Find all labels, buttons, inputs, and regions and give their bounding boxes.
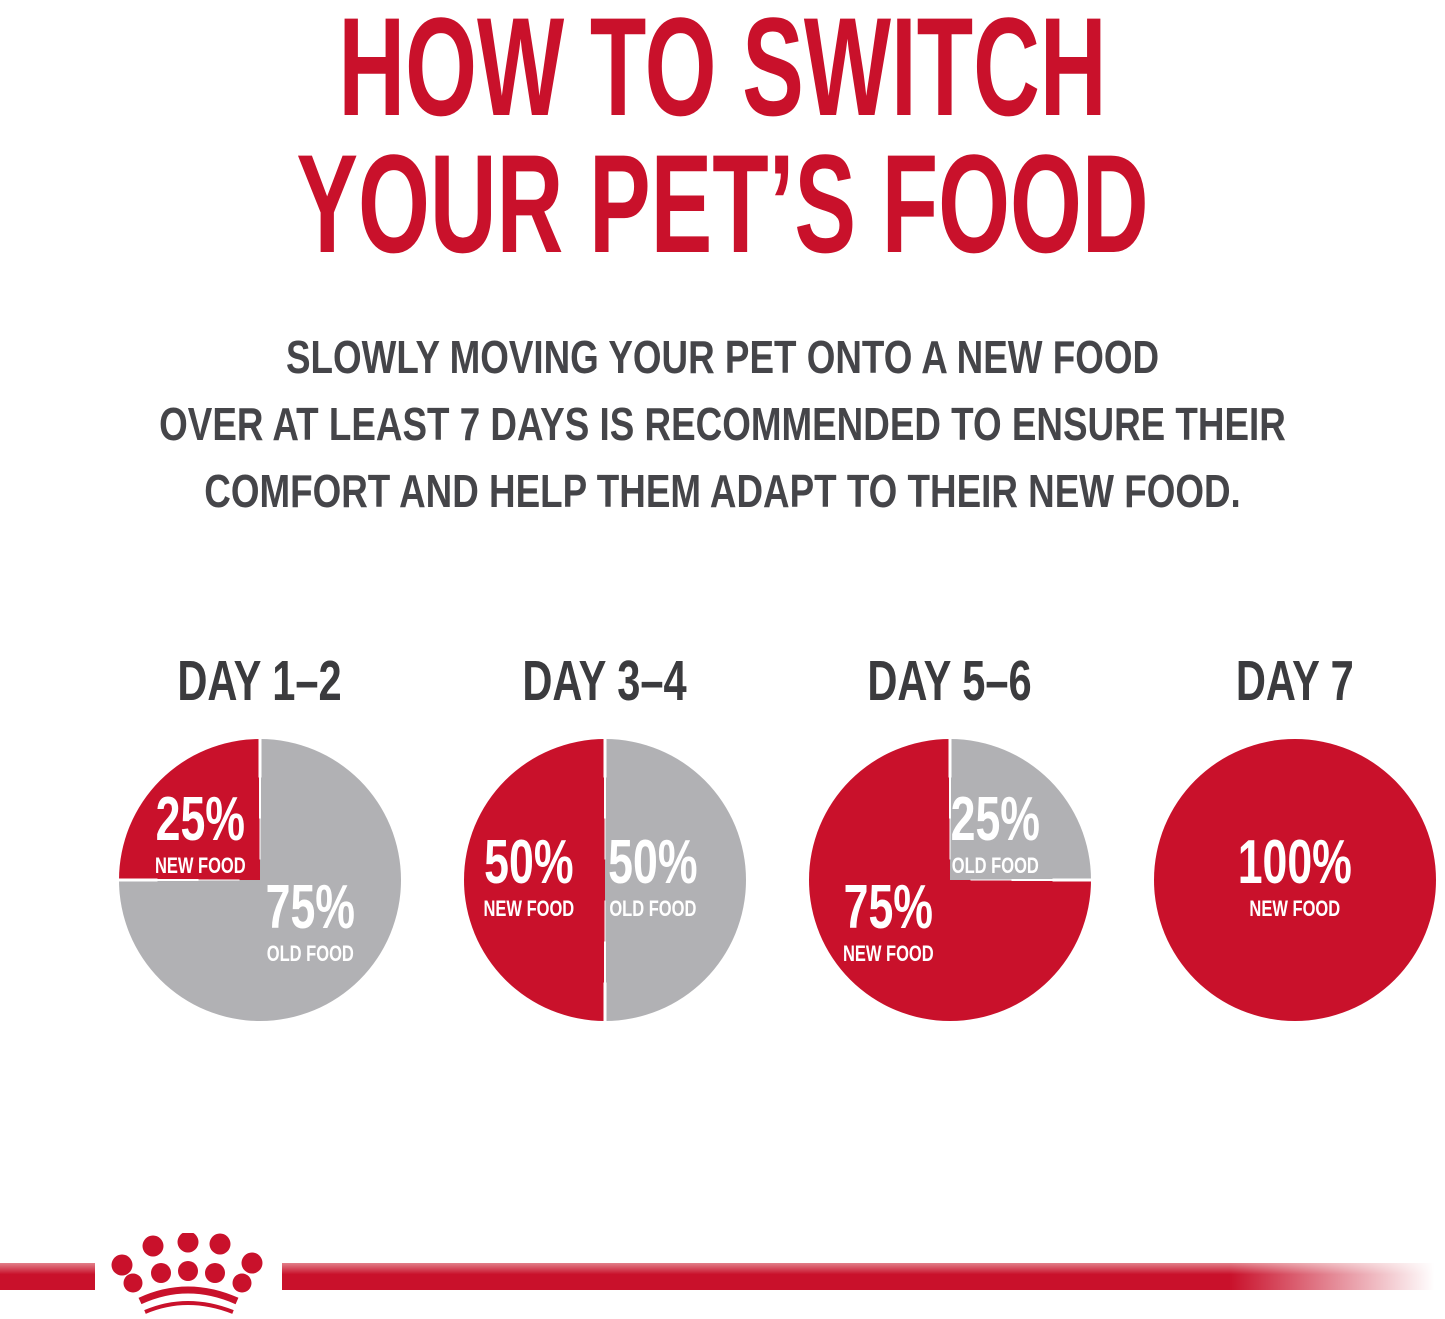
slice-label-new-food: 50% NEW FOOD <box>464 827 594 921</box>
slice-percent: 75% <box>266 872 356 942</box>
day-label-7: DAY 7 <box>1236 649 1354 713</box>
slice-label-old-food: 50% OLD FOOD <box>588 827 718 921</box>
page-title-line1: HOW TO SWITCH <box>338 0 1107 145</box>
subtitle-line1: SLOWLY MOVING YOUR PET ONTO A NEW FOOD <box>285 331 1160 383</box>
day-column-7: DAY 7 100% NEW FOOD <box>1150 650 1440 1021</box>
slice-percent: 75% <box>843 872 933 942</box>
page-title: HOW TO SWITCH YOUR PET’S FOOD <box>246 0 1200 283</box>
slice-percent: 25% <box>950 785 1040 855</box>
day-label-5-6: DAY 5–6 <box>867 649 1033 713</box>
pie-chart-day-7: 100% NEW FOOD <box>1154 738 1436 1021</box>
slice-name: NEW FOOD <box>483 895 575 921</box>
footer-divider-bar-fade <box>1230 1263 1445 1290</box>
day-label-1-2: DAY 1–2 <box>177 649 343 713</box>
page-title-line2: YOUR PET’S FOOD <box>296 125 1149 283</box>
day-label-3-4: DAY 3–4 <box>522 649 688 713</box>
slice-name: OLD FOOD <box>609 895 697 921</box>
slice-label-new-food: 25% NEW FOOD <box>127 789 274 878</box>
slice-label-old-food: 75% OLD FOOD <box>237 872 384 966</box>
slice-name: OLD FOOD <box>267 940 355 966</box>
slice-label-new-food: 100% NEW FOOD <box>1182 827 1408 921</box>
slice-name: NEW FOOD <box>1249 895 1341 921</box>
slice-percent: 100% <box>1237 827 1353 897</box>
day-column-1-2: DAY 1–2 25% NEW FOOD 75% OLD FOOD <box>115 650 405 1021</box>
page-subtitle: SLOWLY MOVING YOUR PET ONTO A NEW FOOD O… <box>145 324 1301 525</box>
subtitle-line2: OVER AT LEAST 7 DAYS IS RECOMMENDED TO E… <box>159 398 1286 451</box>
slice-name: NEW FOOD <box>842 940 934 966</box>
royal-canin-crown-icon <box>95 1233 282 1319</box>
pie-chart-day-5-6: 25% OLD FOOD 75% NEW FOOD <box>809 738 1091 1021</box>
pie-chart-day-1-2: 25% NEW FOOD 75% OLD FOOD <box>119 738 401 1021</box>
slice-label-old-food: 25% OLD FOOD <box>922 789 1069 878</box>
subtitle-line3: COMFORT AND HELP THEM ADAPT TO THEIR NEW… <box>204 465 1241 518</box>
slice-name: OLD FOOD <box>951 853 1039 879</box>
pie-chart-row: DAY 1–2 25% NEW FOOD 75% OLD FOOD DAY 3–… <box>115 650 1440 1021</box>
slice-percent: 50% <box>484 827 574 897</box>
day-column-5-6: DAY 5–6 25% OLD FOOD 75% NEW FOOD <box>805 650 1095 1021</box>
slice-name: NEW FOOD <box>155 853 247 879</box>
slice-percent: 50% <box>608 827 698 897</box>
slice-percent: 25% <box>156 785 246 855</box>
pie-chart-day-3-4: 50% NEW FOOD 50% OLD FOOD <box>464 738 746 1021</box>
slice-label-new-food: 75% NEW FOOD <box>815 872 962 966</box>
footer <box>0 1233 1445 1319</box>
day-column-3-4: DAY 3–4 50% NEW FOOD 50% OLD FOOD <box>460 650 750 1021</box>
